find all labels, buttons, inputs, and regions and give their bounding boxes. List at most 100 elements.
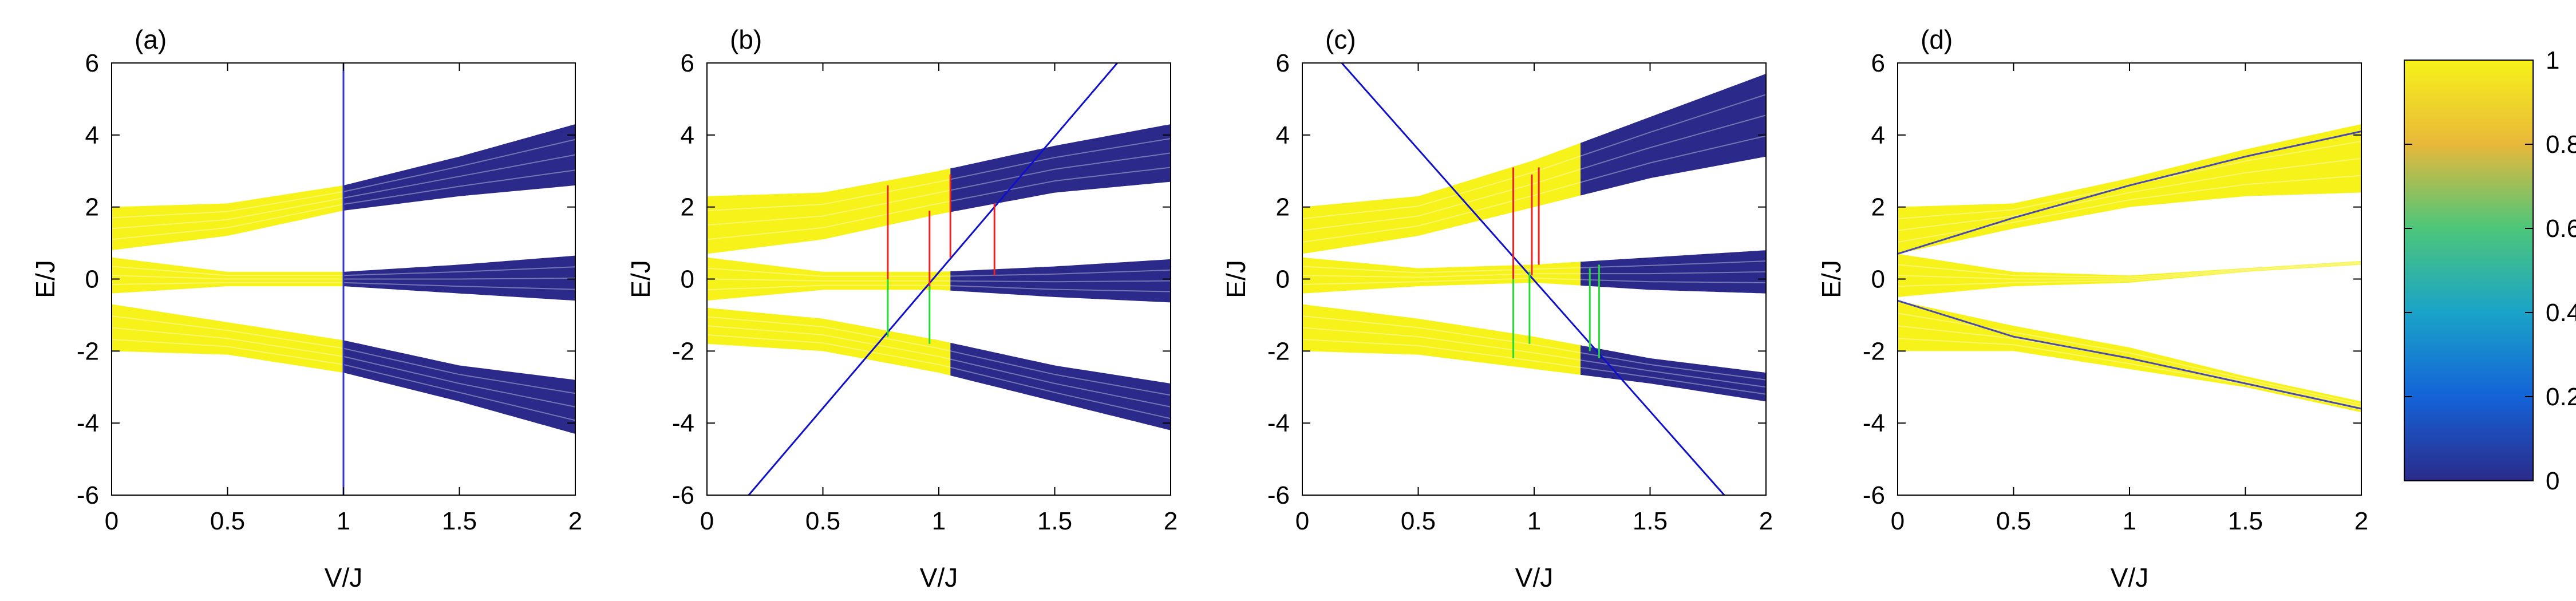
y-tick-label: -6 xyxy=(1863,481,1885,509)
band-3-high-weight xyxy=(112,304,343,373)
band-striation xyxy=(707,284,1171,292)
x-tick-label: 0.5 xyxy=(805,507,840,535)
x-tick-label: 2 xyxy=(1759,507,1773,535)
x-axis-title: V/J xyxy=(920,563,958,592)
x-tick-label: 1.5 xyxy=(1037,507,1072,535)
y-tick-label: 4 xyxy=(85,121,99,149)
y-tick-label: 0 xyxy=(1871,266,1885,294)
band-striation xyxy=(1302,327,1766,388)
band-3-low-weight xyxy=(950,342,1171,430)
panel-2: 0 0.5 1 1.5 2 -6 -4 -2 0 2 4 6 V/J E/J (b) xyxy=(626,25,1178,592)
y-tick-label: -4 xyxy=(672,409,694,437)
band-2-low-weight xyxy=(950,259,1171,303)
guide-line xyxy=(1341,63,1725,495)
band-striation xyxy=(1302,114,1766,231)
y-tick-label: -2 xyxy=(1267,337,1290,365)
panel-label: (a) xyxy=(135,25,167,54)
x-tick-label: 1 xyxy=(932,507,946,535)
edge-state-line xyxy=(1898,131,2361,255)
guide-line xyxy=(748,63,1118,495)
panel-3: 0 0.5 1 1.5 2 -6 -4 -2 0 2 4 6 V/J E/J (c) xyxy=(1221,25,1773,592)
band-striation xyxy=(1898,157,2361,231)
y-axis-title: E/J xyxy=(626,260,655,298)
y-tick-label: 2 xyxy=(1276,193,1290,222)
panel-4: 0 0.5 1 1.5 2 -6 -4 -2 0 2 4 6 V/J E/J (d) xyxy=(1816,25,2368,592)
colorbar: 0 0.2 0.4 0.6 0.8 1 xyxy=(2404,46,2576,495)
band-striation xyxy=(707,316,1171,396)
x-tick-label: 1 xyxy=(2123,507,2136,535)
band-striation xyxy=(1302,260,1766,274)
y-tick-label: 6 xyxy=(681,49,694,77)
y-axis-title: E/J xyxy=(1221,260,1251,298)
band-striation xyxy=(1302,315,1766,381)
x-tick-label: 2 xyxy=(568,507,582,535)
x-axis-title: V/J xyxy=(1515,563,1553,592)
band-3-low-weight xyxy=(1581,345,1766,402)
band-1-high-weight xyxy=(707,168,951,254)
band-striation xyxy=(1302,271,1766,278)
band-3-low-weight xyxy=(343,340,575,434)
band-striation xyxy=(707,138,1171,211)
x-axis-title: V/J xyxy=(325,563,362,592)
y-tick-label: 2 xyxy=(85,193,99,222)
x-tick-label: 0 xyxy=(1295,507,1309,535)
band-striation xyxy=(1898,338,2361,410)
x-tick-label: 0.5 xyxy=(210,507,245,535)
colorbar-tick-label: 0 xyxy=(2546,467,2559,495)
band-1-low-weight xyxy=(950,124,1171,212)
band-striation xyxy=(707,334,1171,420)
x-tick-label: 1.5 xyxy=(2228,507,2263,535)
colorbar-tick-label: 1 xyxy=(2546,46,2559,74)
colorbar-tick-label: 0.2 xyxy=(2546,383,2576,411)
y-tick-label: 2 xyxy=(1871,193,1885,222)
colorbar-tick-label: 0.4 xyxy=(2546,299,2576,327)
panel-label: (b) xyxy=(730,25,762,54)
x-axis-title: V/J xyxy=(2111,563,2148,592)
y-tick-label: 6 xyxy=(85,49,99,77)
band-1-low-weight xyxy=(1581,73,1766,196)
band-striation xyxy=(1898,262,2361,280)
band-2-low-weight xyxy=(1581,250,1766,294)
band-striation xyxy=(1898,313,2361,405)
y-tick-label: 6 xyxy=(1871,49,1885,77)
band-striation xyxy=(707,152,1171,226)
y-tick-label: -4 xyxy=(1267,409,1290,437)
band-1-low-weight xyxy=(343,124,575,211)
x-tick-label: 0 xyxy=(1891,507,1905,535)
band-striation xyxy=(707,325,1171,408)
y-tick-label: -6 xyxy=(672,481,694,509)
band-striation xyxy=(1302,94,1766,220)
y-tick-label: 2 xyxy=(681,193,694,222)
colorbar-gradient xyxy=(2404,60,2534,481)
band-2-high-weight xyxy=(707,257,951,301)
y-axis-title: E/J xyxy=(30,260,60,298)
x-tick-label: 1 xyxy=(337,507,350,535)
band-3-high-weight xyxy=(1898,300,2361,413)
y-tick-label: -2 xyxy=(672,337,694,365)
band-striation xyxy=(707,278,1171,283)
band-1-high-weight xyxy=(1302,143,1581,254)
band-3-high-weight xyxy=(1302,304,1581,375)
band-1-high-weight xyxy=(112,185,343,251)
x-tick-label: 0.5 xyxy=(1996,507,2031,535)
band-striation xyxy=(1898,175,2361,243)
x-tick-label: 0 xyxy=(105,507,118,535)
y-tick-label: 4 xyxy=(1276,121,1290,149)
colorbar-tick-label: 0.6 xyxy=(2546,215,2576,243)
x-tick-label: 2 xyxy=(1164,507,1178,535)
band-striation xyxy=(1898,261,2361,278)
band-2-high-weight xyxy=(112,257,343,294)
x-tick-label: 0 xyxy=(700,507,714,535)
y-tick-label: 0 xyxy=(1276,266,1290,294)
y-tick-label: -4 xyxy=(77,409,99,437)
band-striation xyxy=(707,167,1171,240)
band-striation xyxy=(1302,135,1766,243)
band-1-high-weight xyxy=(1898,124,2361,254)
band-2-high-weight xyxy=(1898,254,2361,297)
band-striation xyxy=(707,267,1171,277)
panel-label: (c) xyxy=(1325,25,1356,54)
x-tick-label: 0.5 xyxy=(1401,507,1436,535)
y-tick-label: 4 xyxy=(681,121,694,149)
